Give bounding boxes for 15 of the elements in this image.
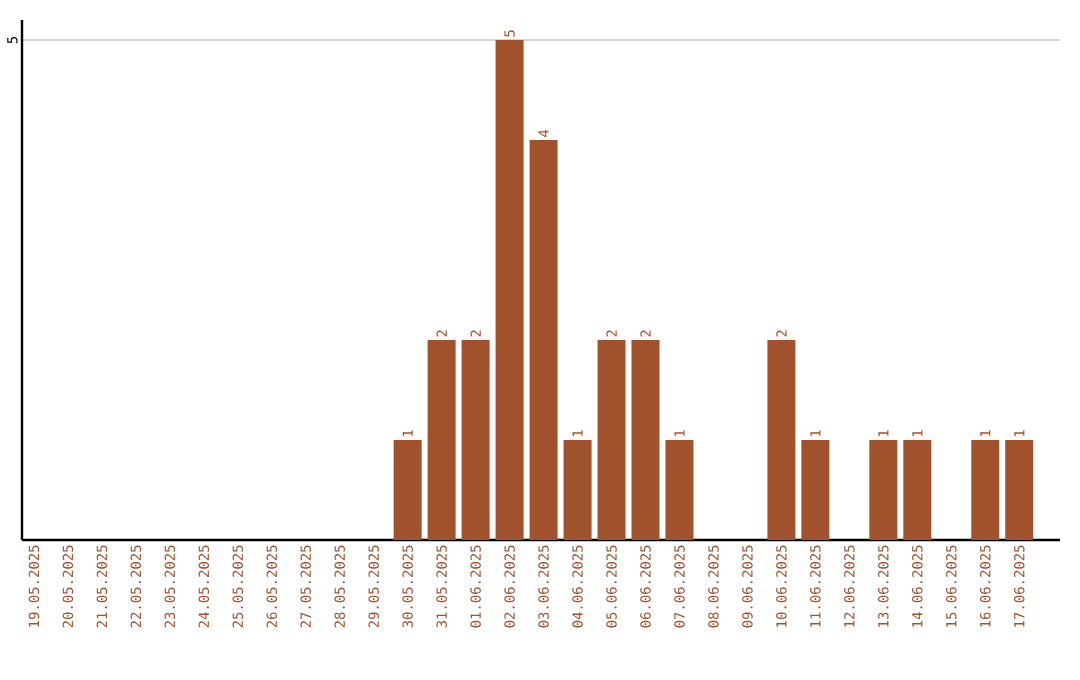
bar (631, 340, 660, 540)
bar (903, 440, 932, 540)
bar (495, 40, 524, 540)
bar (563, 440, 592, 540)
bar (801, 440, 830, 540)
bar (869, 440, 898, 540)
bar (597, 340, 626, 540)
bar (461, 340, 490, 540)
bar (393, 440, 422, 540)
bar (427, 340, 456, 540)
bar (665, 440, 694, 540)
bar (1005, 440, 1034, 540)
bar (529, 140, 558, 540)
bar (767, 340, 796, 540)
bar (971, 440, 1000, 540)
